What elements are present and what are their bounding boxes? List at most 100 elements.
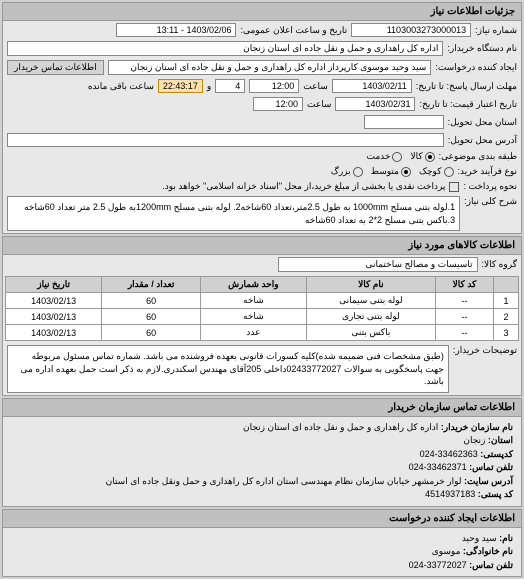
need-no-label: شماره نیاز:: [475, 25, 517, 36]
th-date: تاریخ نیاز: [6, 277, 102, 293]
radio-khadamat[interactable]: خدمت: [366, 151, 402, 162]
qty-type-label: نوع فرآیند خرید:: [458, 166, 518, 177]
qty-radio-group: کالا خدمت: [366, 151, 434, 162]
radio-medium-label: متوسط: [371, 166, 399, 177]
buyer-contact-header: اطلاعات تماس سازمان خریدار: [3, 399, 521, 417]
table-cell: باکس بتنی: [306, 325, 435, 341]
bc-addr-label: آدرس سایت:: [464, 476, 513, 486]
table-cell: 60: [102, 309, 201, 325]
goods-info-header: اطلاعات کالاهای مورد نیاز: [3, 237, 521, 255]
bc-province: زنجان: [463, 435, 485, 445]
table-row: 2--لوله بتنی تجاریشاخه601403/02/13: [6, 309, 519, 325]
th-name: نام کالا: [306, 277, 435, 293]
buyer-contact-button[interactable]: اطلاعات تماس خریدار: [7, 60, 104, 75]
table-cell: 3: [494, 325, 519, 341]
bc-phone-label: تلفن تماس:: [469, 462, 513, 472]
bc-postal: 33462363-024: [420, 449, 478, 459]
radio-khadamat-label: خدمت: [366, 151, 390, 162]
bc-postal-label: کدپستی:: [480, 449, 513, 459]
th-qty: تعداد / مقدار: [102, 277, 201, 293]
table-cell: شاخه: [200, 309, 306, 325]
delivery-addr-label: آدرس محل تحویل:: [448, 135, 517, 146]
size-radio-group: کوچک متوسط بزرگ: [331, 166, 454, 177]
deadline-send-label: مهلت ارسال پاسخ: تا تاریخ:: [416, 81, 517, 92]
radio-kala-circle: [425, 152, 435, 162]
pack-type-label: طبقه بندی موضوعی:: [439, 151, 517, 162]
need-no-field: 1103003273000013: [351, 23, 471, 37]
radio-kala-label: کالا: [410, 151, 422, 162]
table-row: 1--لوله بتنی سیمانیشاخه601403/02/13: [6, 293, 519, 309]
table-cell: --: [435, 293, 493, 309]
bc-postbox-label: کد پستی:: [478, 489, 513, 499]
validity-time: 12:00: [253, 97, 303, 111]
bc-phone: 33462371-024: [409, 462, 467, 472]
radio-large[interactable]: بزرگ: [331, 166, 363, 177]
desc-box: 1.لوله بتنی مسلح 1000mm به طول 2.5متر،تع…: [7, 196, 460, 231]
delivery-loc-label: استان محل تحویل:: [448, 117, 517, 128]
notes-label: توضیحات خریدار:: [453, 345, 517, 356]
table-row: 3--باکس بتنیعدد601403/02/13: [6, 325, 519, 341]
goods-group-label: گروه کالا:: [482, 259, 517, 270]
table-cell: 1403/02/13: [6, 309, 102, 325]
remain-days: 4: [215, 79, 245, 93]
pay-text: پرداخت نقدی یا بخشی از مبلغ خرید،از محل …: [162, 181, 445, 192]
deadline-send-date: 1403/02/11: [332, 79, 412, 93]
validity-date: 1403/02/31: [335, 97, 415, 111]
radio-kala[interactable]: کالا: [410, 151, 434, 162]
table-header-row: کد کالا نام کالا واحد شمارش تعداد / مقدا…: [6, 277, 519, 293]
pay-checkbox[interactable]: [449, 182, 459, 192]
table-cell: لوله بتنی سیمانی: [306, 293, 435, 309]
remain-time: 22:43:17: [158, 79, 203, 93]
need-info-header: جزئیات اطلاعات نیاز: [3, 3, 521, 21]
buyer-device-field: اداره کل راهداری و حمل و نقل جاده ای است…: [7, 41, 443, 56]
th-code: کد کالا: [435, 277, 493, 293]
rc-phone-label: تلفن تماس:: [469, 560, 513, 570]
time-label-2: ساعت: [307, 99, 332, 110]
table-cell: شاخه: [200, 293, 306, 309]
goods-group-field: تاسیسات و مصالح ساختمانی: [278, 257, 478, 272]
radio-small-label: کوچک: [419, 166, 442, 177]
rc-name: سید وحید: [462, 533, 497, 543]
bc-org: اداره کل راهداری و حمل و نقل جاده ای است…: [243, 422, 438, 432]
rc-family-label: نام خانوادگی:: [463, 546, 513, 556]
rc-phone: 33772027-024: [409, 560, 467, 570]
rc-family: موسوی: [432, 546, 461, 556]
radio-khadamat-circle: [392, 152, 402, 162]
radio-large-circle: [353, 167, 363, 177]
delivery-addr-field: [7, 133, 444, 147]
table-cell: 1: [494, 293, 519, 309]
requester-contact-header: اطلاعات ایجاد کننده درخواست: [3, 510, 521, 528]
radio-large-label: بزرگ: [331, 166, 351, 177]
delivery-loc-field: [364, 115, 444, 129]
notes-box: (طبق مشخصات فنی ضمیمه شده)کلیه کسورات قا…: [7, 345, 449, 393]
table-cell: عدد: [200, 325, 306, 341]
and-label: و: [207, 81, 211, 92]
table-cell: --: [435, 309, 493, 325]
buyer-device-label: نام دستگاه خریدار:: [447, 43, 517, 54]
pay-type-label: نحوه پرداخت :: [463, 181, 517, 192]
bc-addr: لوار خرمشهر خیابان سازمان نظام مهندسی اس…: [106, 476, 462, 486]
radio-small-circle: [444, 167, 454, 177]
radio-medium-circle: [401, 167, 411, 177]
th-idx: [494, 277, 519, 293]
announce-field: 1403/02/06 - 13:11: [116, 23, 236, 37]
table-cell: 60: [102, 325, 201, 341]
requester-label: ایجاد کننده درخواست:: [435, 62, 517, 73]
table-cell: لوله بتنی تجاری: [306, 309, 435, 325]
announce-label: تاریخ و ساعت اعلان عمومی:: [240, 25, 347, 36]
radio-medium[interactable]: متوسط: [371, 166, 411, 177]
table-cell: 2: [494, 309, 519, 325]
bc-province-label: استان:: [488, 435, 513, 445]
time-label-1: ساعت: [303, 81, 328, 92]
deadline-send-time: 12:00: [249, 79, 299, 93]
validity-label: تاریخ اعتبار قیمت: تا تاریخ:: [419, 99, 517, 110]
rc-name-label: نام:: [499, 533, 513, 543]
goods-table: کد کالا نام کالا واحد شمارش تعداد / مقدا…: [5, 276, 519, 341]
table-cell: 60: [102, 293, 201, 309]
table-cell: 1403/02/13: [6, 325, 102, 341]
bc-postbox: 4514937183: [425, 489, 475, 499]
desc-label: شرح کلی نیاز:: [464, 196, 517, 207]
radio-small[interactable]: کوچک: [419, 166, 454, 177]
table-cell: --: [435, 325, 493, 341]
remain-text: ساعت باقی مانده: [88, 81, 154, 92]
